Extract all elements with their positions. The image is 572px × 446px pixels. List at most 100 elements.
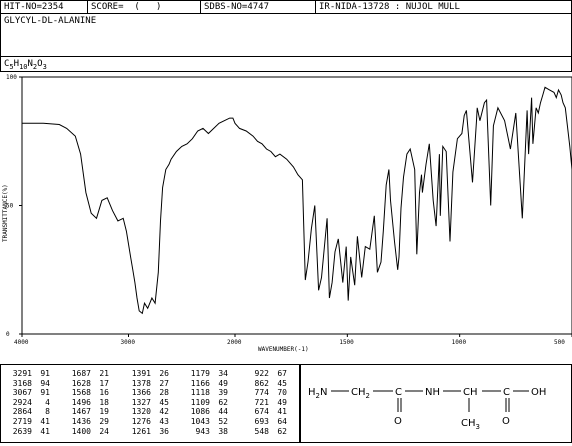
peak-row: 1320 42 xyxy=(125,407,169,417)
peak-wavenumber: 548 xyxy=(254,426,269,436)
peak-wavenumber: 1320 xyxy=(131,407,151,417)
peak-row: 1568 16 xyxy=(65,388,109,398)
peak-wavenumber: 1086 xyxy=(190,407,210,417)
peak-wavenumber: 1436 xyxy=(71,416,91,426)
peak-wavenumber: 1276 xyxy=(131,416,151,426)
peak-wavenumber: 2719 xyxy=(12,416,32,426)
hit-number: HIT-NO=2354 xyxy=(4,2,64,12)
hydroxyl-group: OH xyxy=(531,387,546,398)
peak-transmittance: 70 xyxy=(277,388,287,398)
peak-transmittance: 94 xyxy=(40,378,50,388)
peak-row: 1628 17 xyxy=(65,379,109,389)
peak-transmittance: 91 xyxy=(40,369,50,378)
peak-wavenumber: 1118 xyxy=(190,388,210,398)
peak-row: 1436 29 xyxy=(65,417,109,427)
sdbs-number: SDBS-NO=4747 xyxy=(204,2,270,12)
peak-row: 2924 4 xyxy=(6,398,50,408)
amine-group: H2N xyxy=(308,387,327,400)
carboxyl-oxygen: O xyxy=(502,416,510,427)
peak-transmittance: 16 xyxy=(99,388,109,398)
formula-c-count: 5 xyxy=(9,62,14,71)
peak-wavenumber: 1391 xyxy=(131,369,151,378)
peak-wavenumber: 1366 xyxy=(131,388,151,398)
peak-wavenumber: 943 xyxy=(195,426,210,436)
peak-transmittance: 17 xyxy=(99,378,109,388)
score: SCORE= ( ) xyxy=(91,2,162,12)
peak-transmittance: 49 xyxy=(277,397,287,407)
peak-row: 2719 41 xyxy=(6,417,50,427)
formula-n-count: 2 xyxy=(32,62,38,71)
divider xyxy=(315,1,316,13)
divider xyxy=(1,13,571,14)
peak-row: 1276 43 xyxy=(125,417,169,427)
peak-wavenumber: 693 xyxy=(254,416,269,426)
formula-h-count: 10 xyxy=(19,62,28,71)
peak-transmittance: 41 xyxy=(40,416,50,426)
peak-transmittance: 24 xyxy=(99,426,109,436)
peak-table: 3291 91 3168 94 3067 91 2924 4 2864 8 2719 41 2639 41… xyxy=(0,364,300,443)
peak-transmittance: 62 xyxy=(277,426,287,436)
ir-spectrum-chart: 4000 3000 2000 1500 1000 500 0 50 100 WAVENUMBE… xyxy=(2,74,572,353)
peak-wavenumber: 2864 xyxy=(12,407,32,417)
peak-wavenumber: 1400 xyxy=(71,426,91,436)
peak-wavenumber: 1467 xyxy=(71,407,91,417)
peak-wavenumber: 1109 xyxy=(190,397,210,407)
peak-wavenumber: 1327 xyxy=(131,397,151,407)
peak-transmittance: 26 xyxy=(159,369,169,378)
peak-row: 922 67 xyxy=(243,369,287,379)
peak-row: 1378 27 xyxy=(125,379,169,389)
peak-wavenumber: 721 xyxy=(254,397,269,407)
peak-transmittance: 62 xyxy=(218,397,228,407)
divider xyxy=(87,1,88,13)
peak-row: 1327 45 xyxy=(125,398,169,408)
x-tick-label: 1500 xyxy=(339,339,354,346)
molecular-formula: C5H10N2O3 xyxy=(4,59,47,72)
peak-wavenumber: 3291 xyxy=(12,369,32,378)
peak-row: 3067 91 xyxy=(6,388,50,398)
plot-frame xyxy=(21,76,572,335)
spectrum-line xyxy=(22,86,572,315)
peak-wavenumber: 2639 xyxy=(12,426,32,436)
peak-transmittance: 27 xyxy=(159,378,169,388)
y-tick-label: 100 xyxy=(6,74,17,81)
peak-row: 1467 19 xyxy=(65,407,109,417)
peak-row: 774 70 xyxy=(243,388,287,398)
formula-o-count: 3 xyxy=(42,62,47,71)
structure-diagram: H2N CH2 C O NH CH CH3 C O OH xyxy=(308,387,546,431)
peak-wavenumber: 674 xyxy=(254,407,269,417)
peak-wavenumber: 1568 xyxy=(71,388,91,398)
peak-row: 2639 41 xyxy=(6,427,50,437)
peak-wavenumber: 1179 xyxy=(190,369,210,378)
carbonyl-oxygen: O xyxy=(394,416,402,427)
peak-row: 2864 8 xyxy=(6,407,50,417)
peak-column: 3291 91 3168 94 3067 91 2924 4 2864 8 2719 41 2639 41 xyxy=(6,369,50,436)
methyl-group: CH3 xyxy=(461,418,480,431)
peak-transmittance: 41 xyxy=(40,426,50,436)
peak-wavenumber: 774 xyxy=(254,388,269,398)
peak-wavenumber: 1261 xyxy=(131,426,151,436)
peak-transmittance: 4 xyxy=(45,397,50,407)
peak-transmittance: 67 xyxy=(277,369,287,378)
peak-row: 1109 62 xyxy=(184,398,228,408)
peak-row: 1118 39 xyxy=(184,388,228,398)
peak-row: 674 41 xyxy=(243,407,287,417)
carbonyl-carbon: C xyxy=(395,387,402,398)
peak-transmittance: 42 xyxy=(159,407,169,417)
peak-wavenumber: 1166 xyxy=(190,378,210,388)
peak-wavenumber: 1378 xyxy=(131,378,151,388)
peak-row: 1687 21 xyxy=(65,369,109,379)
y-axis-label: TRANSMITTANCE(%) xyxy=(2,184,9,242)
peak-transmittance: 28 xyxy=(159,388,169,398)
peak-wavenumber: 862 xyxy=(254,378,269,388)
peak-transmittance: 29 xyxy=(99,416,109,426)
peak-wavenumber: 3067 xyxy=(12,388,32,398)
x-tick-label: 1000 xyxy=(452,339,467,346)
ir-info: IR-NIDA-13728 : NUJOL MULL xyxy=(319,2,460,12)
peak-row: 943 38 xyxy=(184,427,228,437)
peak-row: 693 64 xyxy=(243,417,287,427)
peak-transmittance: 21 xyxy=(99,369,109,378)
y-tick-label: 0 xyxy=(6,331,10,338)
peak-column: 922 67 862 45 774 70 721 49 674 41 693 64 548 62 xyxy=(243,369,287,436)
amide-nh: NH xyxy=(425,387,440,398)
peak-transmittance: 64 xyxy=(277,416,287,426)
